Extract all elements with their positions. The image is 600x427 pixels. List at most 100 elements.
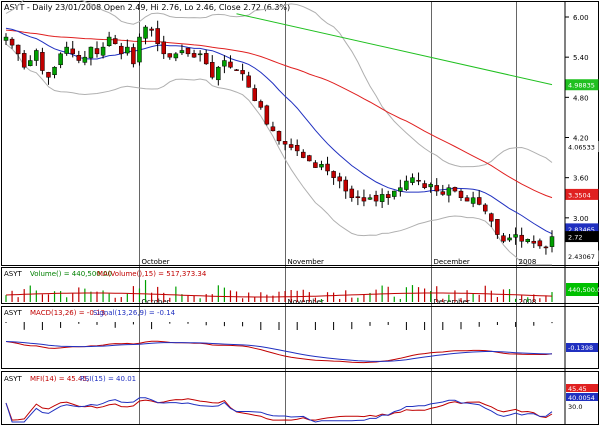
macd-symbol: ASYT [4, 309, 23, 317]
candle-body [216, 66, 221, 81]
candle-body [9, 38, 15, 46]
price-marker-label: 4.06533 [568, 144, 595, 152]
price-tick-label: 3.60 [573, 175, 589, 183]
candle-body [94, 48, 100, 55]
candle-body [52, 66, 57, 75]
mfi-marker [566, 402, 598, 410]
candle-body [307, 155, 312, 162]
candle-body [422, 183, 427, 188]
candle-body [294, 144, 300, 152]
macd-histogram [5, 322, 553, 330]
candle-body [222, 60, 227, 67]
month-label: December [434, 258, 470, 266]
candle-body [131, 47, 136, 65]
candle-body [325, 163, 330, 172]
candle-body [143, 26, 148, 39]
candle-body [70, 48, 75, 55]
fast-ma-line [5, 27, 553, 235]
price-marker-label: 3.3504 [568, 191, 591, 199]
mfi-label: MFI(14) = 45.45, [30, 375, 89, 383]
candle-body [161, 41, 166, 55]
price-marker [565, 231, 599, 243]
upper-band-line [5, 0, 553, 168]
candle-body [458, 190, 464, 198]
candle-body [88, 46, 94, 59]
candle-body [549, 236, 555, 247]
candle-body [234, 69, 239, 71]
candle-body [531, 240, 537, 244]
candle-body [15, 44, 21, 55]
candle-body [392, 190, 397, 197]
candle-body [489, 213, 494, 222]
candle-body [434, 185, 439, 192]
candle-body [476, 197, 482, 205]
mfi-marker-label: 40.0054 [568, 394, 595, 402]
candle-body [34, 50, 39, 61]
candle-body [543, 246, 549, 249]
mfi-marker-label: 45.45 [568, 385, 587, 393]
candle-body [149, 28, 154, 31]
candle-body [337, 176, 342, 182]
candle-body [228, 61, 233, 68]
candle-body [288, 144, 294, 148]
candle-body [173, 53, 179, 59]
candle-body [258, 101, 264, 108]
candle-body [446, 187, 452, 196]
candle-body [331, 171, 336, 178]
candle-body [537, 240, 543, 247]
candle-body [197, 53, 203, 56]
candle-body [185, 47, 191, 55]
macd-markers: -0.1398 [566, 343, 598, 352]
candle-body [313, 162, 318, 168]
long-ma-line [236, 13, 553, 86]
mfi-symbol: ASYT [4, 375, 23, 383]
candle-body [379, 194, 385, 202]
candle-body [3, 36, 9, 41]
volume-ma-label: MA(Volume(),15) = 517,373.34 [97, 270, 207, 278]
candle-body [373, 194, 379, 202]
volume-symbol: ASYT [4, 270, 23, 278]
candle-body [355, 196, 361, 198]
candle-body [264, 105, 270, 125]
candle-body [519, 234, 524, 242]
candle-body [64, 46, 69, 54]
candle-body [470, 197, 476, 204]
candle-body [112, 38, 118, 45]
price-marker-label: 2.43067 [568, 253, 595, 261]
macd-signal-line [5, 341, 552, 362]
candle-body [46, 72, 51, 78]
candle-body [191, 53, 197, 58]
candle-body [483, 204, 488, 212]
volume-marker-text: 440,500.00 [568, 286, 600, 294]
month-label: October [142, 298, 170, 306]
macd-marker-label: -0.1398 [568, 344, 593, 352]
macd-label: MACD(13,26) = -0.13, [30, 309, 107, 317]
candle-body [404, 180, 409, 190]
price-tick-label: 4.80 [573, 94, 589, 102]
price-tick-label: 4.20 [573, 135, 589, 143]
volume-ma-line [5, 292, 553, 298]
volume-panel-frame [1, 267, 599, 304]
price-tick-label: 5.40 [573, 54, 589, 62]
macd-signal-label: Signal(13,26,9) = -0.14 [93, 309, 176, 317]
candle-body [179, 50, 185, 54]
candle-body [452, 187, 458, 192]
candle-body [428, 184, 433, 188]
candle-body [464, 197, 470, 202]
price-marker [565, 79, 599, 91]
candle-body [525, 239, 530, 242]
month-label: October [142, 258, 170, 266]
candle-body [119, 45, 124, 55]
candle-body [252, 88, 257, 101]
chart-header: ASYT - Daily 23/01/2008 Open 2.49, Hi 2.… [4, 3, 290, 12]
rsi-line [5, 397, 553, 423]
candle-body [495, 219, 500, 235]
price-marker-label: 2.72 [568, 234, 582, 242]
candle-body [40, 52, 45, 71]
price-marker [565, 188, 599, 200]
month-label: 2008 [519, 258, 537, 266]
candle-body [82, 56, 88, 63]
